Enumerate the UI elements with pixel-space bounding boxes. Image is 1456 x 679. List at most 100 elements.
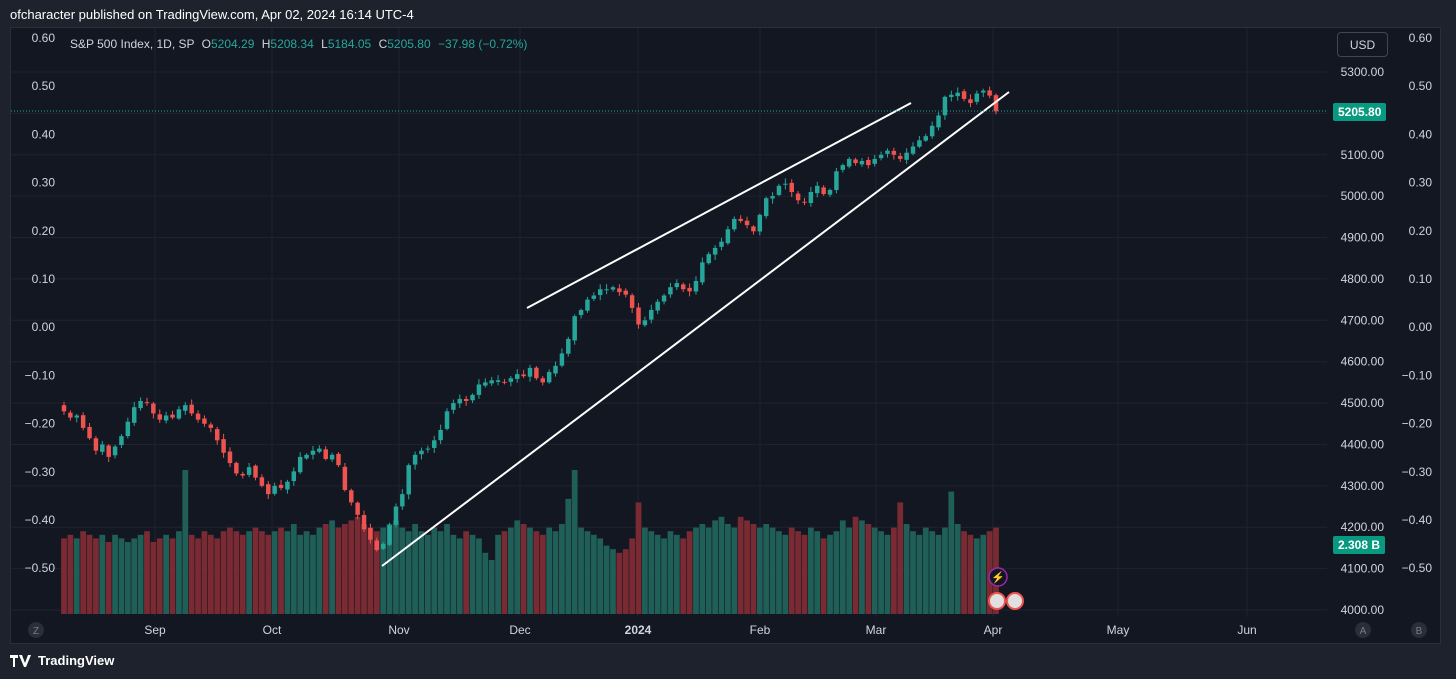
left-tick-label: 0.20 — [32, 224, 56, 238]
candle — [489, 376, 494, 386]
candle — [904, 148, 909, 164]
volume-bar — [584, 531, 591, 614]
volume-bar — [814, 531, 821, 614]
candle — [355, 501, 360, 520]
volume-bar — [284, 531, 291, 614]
volume-bar — [195, 538, 201, 614]
candle — [674, 279, 680, 290]
corner-buttons: Z A B — [28, 622, 1427, 638]
volume-bar — [182, 470, 189, 614]
tradingview-footer[interactable]: TradingView — [10, 653, 114, 668]
volume-bar — [67, 534, 74, 614]
auto-scale-z-button: Z — [33, 626, 39, 637]
candle — [942, 95, 948, 120]
upper-trendline — [526, 102, 912, 309]
trendlines — [381, 91, 1010, 567]
volume-bar — [635, 502, 642, 614]
volume-bar — [865, 524, 872, 614]
volume-bar — [712, 520, 718, 614]
volume-bar — [424, 534, 431, 614]
volume-bar — [827, 534, 833, 614]
candle — [553, 361, 558, 377]
candle — [521, 369, 526, 379]
volume-bar — [725, 524, 731, 614]
volume-bar — [188, 534, 195, 614]
candle — [170, 410, 175, 420]
volume-bar — [769, 527, 776, 614]
volume-bar — [507, 527, 514, 614]
candle — [285, 479, 290, 494]
secondary-tick-label: 0.40 — [1409, 127, 1433, 141]
volume-bar — [718, 516, 725, 614]
volume-bar — [361, 524, 367, 614]
candle — [980, 88, 986, 98]
left-axis-ticks: 0.60 0.50 0.40 0.30 0.20 0.10 0.00 −0.10 −0.20 −0… — [25, 31, 56, 575]
volume-bar — [801, 534, 808, 614]
candle — [540, 376, 546, 386]
volume-bar — [450, 534, 457, 614]
event-markers: ⚡ — [988, 567, 1024, 610]
currency-button[interactable]: USD — [1337, 32, 1388, 57]
volume-bar — [118, 538, 125, 614]
candle — [80, 412, 86, 431]
price-tick-label: 4100.00 — [1341, 562, 1385, 576]
time-tick-label: Oct — [263, 623, 282, 637]
volume-bar — [456, 538, 463, 614]
volume-bar — [335, 527, 342, 614]
candle — [808, 186, 814, 207]
left-tick-label: −0.50 — [25, 561, 56, 575]
volume-bar — [680, 538, 687, 614]
volume-bar — [265, 534, 272, 614]
candle — [463, 395, 469, 406]
volume-bar — [673, 534, 680, 614]
candle — [738, 215, 743, 224]
volume-bar — [476, 538, 482, 614]
volume-bar — [329, 520, 335, 614]
candle — [125, 417, 131, 439]
volume-bar — [973, 538, 980, 614]
candle — [585, 296, 590, 313]
publisher-line: ofcharacter published on TradingView.com… — [10, 7, 414, 22]
candle — [317, 445, 322, 454]
candle — [323, 446, 328, 461]
candle — [61, 401, 67, 415]
volume-bar — [590, 534, 597, 614]
volume-bar — [922, 527, 929, 614]
price-tick-label: 4600.00 — [1341, 355, 1385, 369]
volume-bar — [903, 524, 910, 614]
time-tick-label: Nov — [388, 623, 409, 637]
volume-bar — [501, 531, 508, 614]
candle — [680, 282, 686, 293]
left-tick-label: 0.50 — [32, 79, 56, 93]
candle — [846, 157, 852, 169]
price-tick-label: 4300.00 — [1341, 479, 1385, 493]
volume-bar — [514, 520, 521, 614]
volume-bar — [552, 531, 559, 614]
volume-bar — [878, 531, 884, 614]
candle — [412, 451, 418, 470]
candle — [74, 413, 80, 423]
candle — [495, 375, 501, 386]
candle — [661, 293, 667, 305]
left-tick-label: −0.30 — [25, 465, 56, 479]
volume-bar — [144, 531, 150, 614]
candle — [629, 293, 635, 313]
volume-bar — [929, 531, 936, 614]
time-tick-label: May — [1107, 623, 1130, 637]
volume-bar — [488, 560, 495, 614]
chart-grid — [11, 28, 1327, 617]
candle — [744, 216, 750, 229]
candle — [68, 410, 73, 421]
volume-bar — [859, 520, 865, 614]
volume-bar — [348, 520, 355, 614]
candle — [310, 445, 316, 460]
candle — [693, 276, 699, 295]
volume-bar — [833, 531, 840, 614]
candle — [604, 284, 609, 295]
left-tick-label: 0.40 — [32, 127, 56, 141]
volume-bar — [731, 527, 738, 614]
left-tick-label: 0.30 — [32, 176, 56, 190]
candle — [387, 522, 392, 547]
volume-bar — [667, 531, 674, 614]
